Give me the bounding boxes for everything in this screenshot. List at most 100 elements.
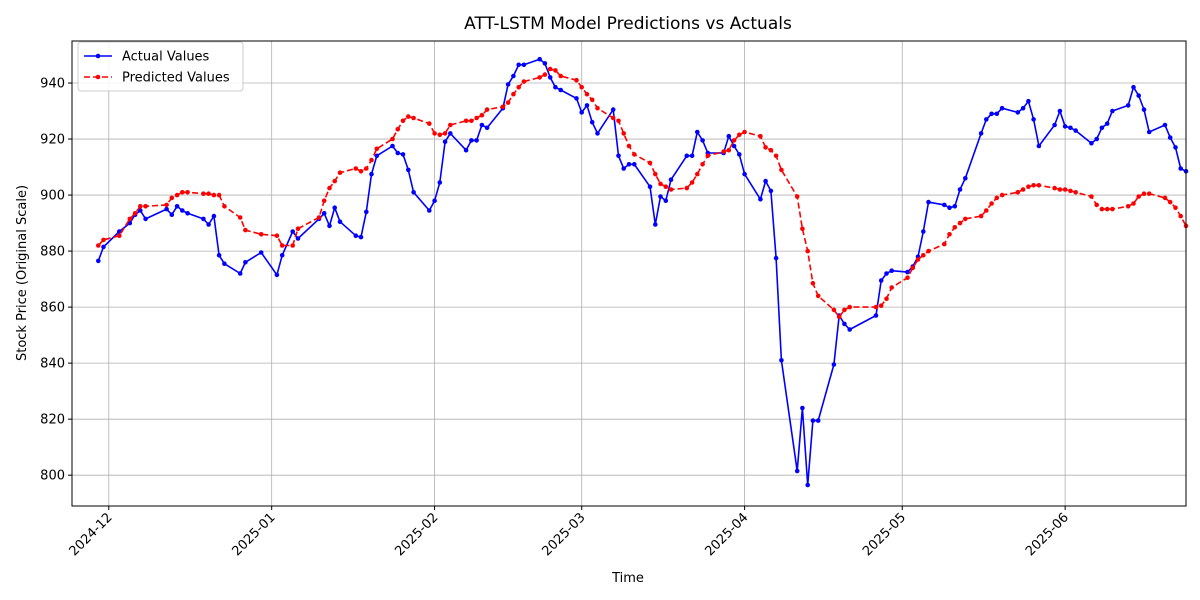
data-point (222, 261, 227, 267)
series-layer (96, 56, 1189, 488)
data-point (579, 84, 584, 90)
data-point (537, 75, 542, 80)
data-point (353, 233, 359, 238)
data-point (332, 205, 338, 210)
data-point (742, 171, 747, 177)
data-point (437, 180, 443, 185)
data-point (878, 303, 884, 309)
data-point (584, 91, 590, 97)
data-point (553, 68, 558, 73)
data-point (169, 212, 175, 217)
data-point (942, 241, 947, 247)
y-axis: 800 820 840 860 880 900 920 940 (40, 77, 72, 484)
data-point (511, 73, 516, 79)
data-point (910, 265, 916, 271)
data-point (353, 166, 359, 171)
data-point (884, 296, 889, 302)
plot-frame (71, 40, 1187, 507)
data-point (815, 418, 821, 423)
data-point (763, 145, 768, 150)
data-point (842, 321, 847, 327)
data-point (873, 313, 879, 318)
series-predicted-values (96, 66, 1189, 320)
data-point (258, 250, 264, 255)
data-point (737, 152, 742, 157)
data-point (989, 201, 994, 206)
data-point (547, 75, 553, 80)
data-point (952, 225, 958, 230)
data-point (731, 143, 737, 149)
data-point (921, 253, 926, 258)
data-point (695, 171, 700, 177)
y-tick-label: 940 (40, 77, 65, 92)
data-point (768, 188, 774, 194)
y-tick-label: 820 (40, 413, 65, 428)
data-point (216, 253, 222, 258)
data-point (516, 84, 521, 90)
data-point (521, 79, 527, 84)
data-point (721, 149, 726, 154)
data-point (180, 208, 185, 213)
data-point (815, 293, 821, 299)
data-point (332, 178, 338, 184)
y-tick-label: 800 (40, 469, 65, 484)
data-point (469, 138, 474, 143)
data-point (395, 150, 401, 156)
data-point (1068, 125, 1073, 131)
data-point (537, 56, 542, 62)
data-point (1031, 183, 1036, 188)
data-point (726, 133, 732, 139)
data-point (1089, 140, 1094, 146)
data-point (321, 211, 327, 216)
data-point (773, 255, 779, 261)
data-point (978, 213, 984, 219)
data-point (963, 176, 968, 181)
data-point (511, 91, 516, 97)
data-point (626, 143, 632, 149)
data-point (994, 195, 1000, 201)
data-point (1099, 206, 1105, 212)
legend-label: Predicted Values (122, 71, 230, 86)
data-point (279, 243, 285, 248)
data-point (1162, 195, 1168, 201)
data-point (222, 204, 227, 209)
data-point (1052, 122, 1057, 128)
data-point (337, 170, 343, 175)
data-point (999, 105, 1005, 111)
data-point (1146, 191, 1152, 196)
data-point (327, 185, 332, 191)
data-point (1131, 84, 1136, 90)
y-tick-label: 840 (40, 357, 65, 372)
data-point (1020, 105, 1026, 111)
data-point (1026, 98, 1031, 104)
data-point (705, 153, 711, 159)
data-point (542, 72, 548, 77)
data-point (164, 206, 169, 212)
data-point (505, 100, 511, 105)
data-point (316, 215, 322, 220)
data-point (96, 258, 101, 264)
data-point (668, 187, 674, 192)
data-point (626, 162, 632, 167)
data-point (427, 208, 432, 213)
data-point (805, 248, 810, 254)
y-axis-label: Stock Price (Original Scale) (15, 185, 30, 361)
data-point (810, 281, 816, 286)
data-point (842, 307, 847, 313)
data-point (942, 202, 947, 208)
data-point (101, 237, 106, 243)
data-point (632, 162, 637, 167)
data-point (169, 195, 175, 201)
data-point (243, 260, 248, 265)
data-point (658, 194, 663, 199)
data-point (731, 138, 737, 143)
data-point (411, 115, 416, 121)
data-point (695, 129, 700, 135)
data-point (952, 204, 958, 209)
data-point (358, 169, 364, 174)
data-point (1141, 107, 1147, 112)
data-point (1052, 185, 1057, 191)
data-point (448, 122, 453, 128)
data-point (400, 152, 406, 157)
data-point (358, 234, 364, 240)
